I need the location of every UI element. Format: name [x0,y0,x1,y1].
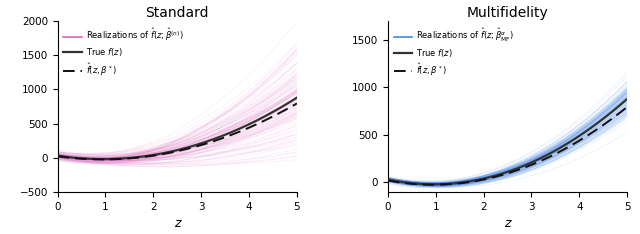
True $f(z)$ [196,142,204,145]
Line: True $f(z)$: True $f(z)$ [388,99,627,184]
Title: Standard: Standard [145,6,209,20]
True $f(z)$ [384,178,392,181]
$\hat{f}(z, \beta^*)$ [54,155,61,158]
True $f(z)$ [170,150,177,153]
$\hat{f}(z, \beta^*)$ [99,158,107,161]
$\hat{f}(z, \beta^*)$ [527,164,534,167]
$\hat{f}(z, \beta^*)$ [168,151,175,154]
X-axis label: z: z [504,217,511,230]
$\hat{f}(z, \beta^*)$ [250,124,258,127]
$\hat{f}(z, \beta^*)$ [196,144,204,147]
$\hat{f}(z, \beta^*)$ [580,136,588,139]
$\hat{f}(z, \beta^*)$ [623,106,631,108]
Line: True $f(z)$: True $f(z)$ [58,98,297,159]
$\hat{f}(z, \beta^*)$ [618,110,626,113]
$\hat{f}(z, \beta^*)$ [500,173,508,176]
$\hat{f}(z, \beta^*)$ [498,174,506,176]
Line: $\hat{f}(z, \beta^*)$: $\hat{f}(z, \beta^*)$ [388,107,627,185]
True $f(z)$ [618,102,626,105]
True $f(z)$ [514,167,522,169]
True $f(z)$ [99,158,107,161]
True $f(z)$ [250,120,258,123]
$\hat{f}(z, \beta^*)$ [288,105,296,108]
Title: Multifidelity: Multifidelity [467,6,548,20]
True $f(z)$ [623,98,631,100]
Line: $\hat{f}(z, \beta^*)$: $\hat{f}(z, \beta^*)$ [58,103,297,159]
True $f(z)$ [54,154,61,157]
$\hat{f}(z, \beta^*)$ [514,168,522,171]
$\hat{f}(z, \beta^*)$ [184,147,191,150]
Legend: Realizations of $\hat{f}(z;\hat{\beta}^{\alpha}_{\mathrm{MF}})$, True $f(z)$, $\: Realizations of $\hat{f}(z;\hat{\beta}^{… [392,25,516,80]
True $f(z)$ [288,99,296,102]
Legend: Realizations of $\hat{f}(z;\hat{\beta}^{(n)})$, True $f(z)$, $\hat{f}(z, \beta^*: Realizations of $\hat{f}(z;\hat{\beta}^{… [62,25,185,80]
True $f(z)$ [498,172,506,175]
$\hat{f}(z, \beta^*)$ [384,179,392,182]
True $f(z)$ [527,161,534,164]
$\hat{f}(z, \beta^*)$ [429,183,437,186]
$\hat{f}(z, \beta^*)$ [293,102,301,105]
True $f(z)$ [293,96,301,99]
True $f(z)$ [429,183,437,186]
X-axis label: z: z [174,217,180,230]
True $f(z)$ [500,172,508,175]
True $f(z)$ [580,131,588,134]
$\hat{f}(z, \beta^*)$ [170,151,177,154]
True $f(z)$ [184,146,191,149]
True $f(z)$ [168,150,175,153]
